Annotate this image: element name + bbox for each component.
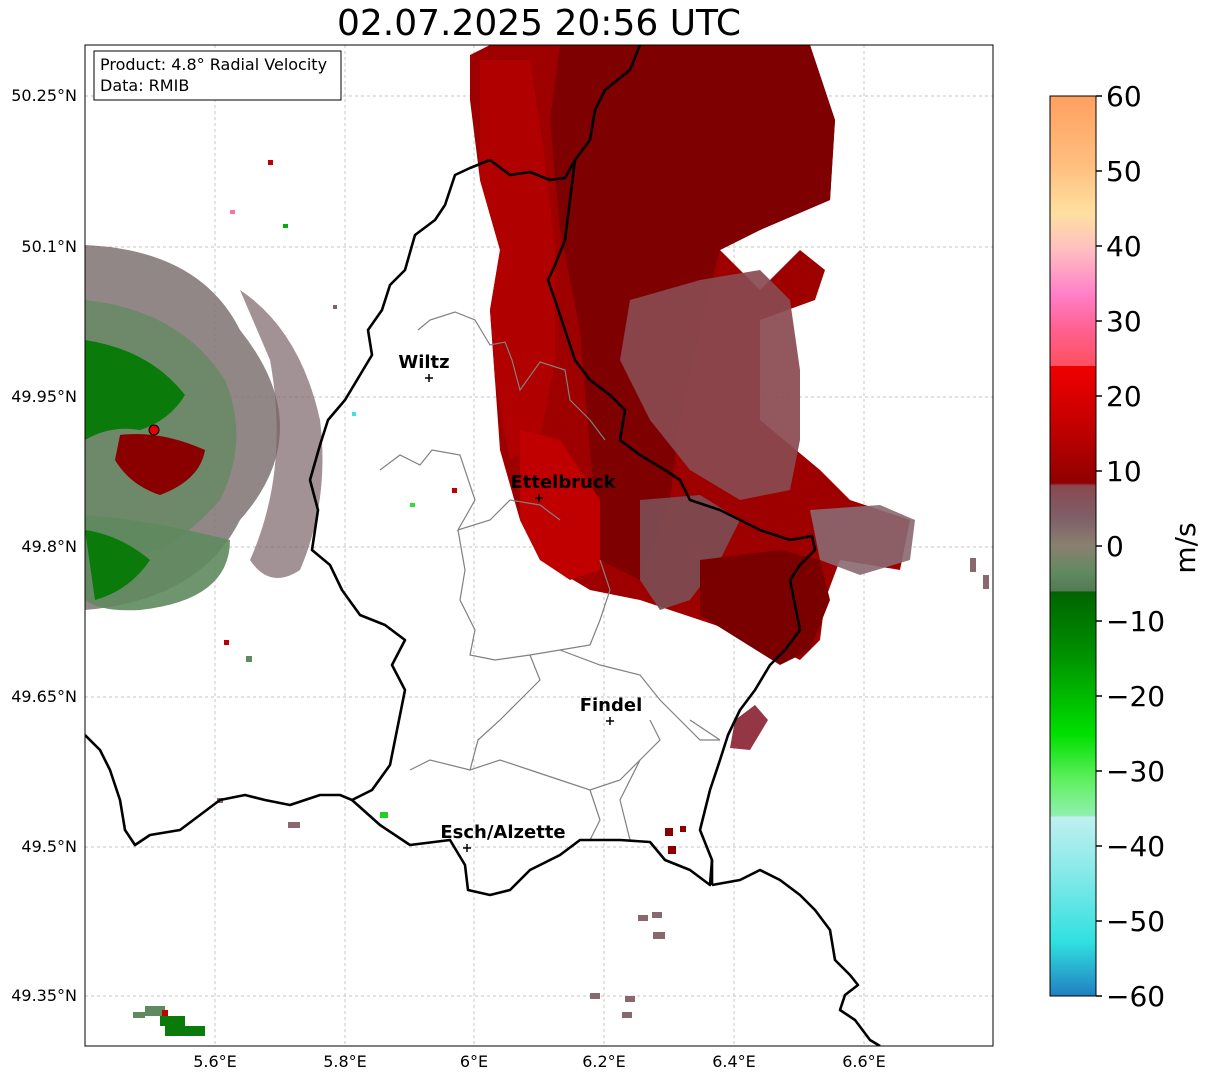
colorbar-tick-label: −30 (1106, 755, 1165, 788)
lat-tick: 50.1°N (21, 237, 77, 256)
map-title: 02.07.2025 20:56 UTC (336, 3, 742, 44)
info-data-source: Data: RMIB (100, 76, 189, 95)
colorbar-tick-label: 60 (1106, 80, 1142, 113)
radar-site-marker (148, 424, 160, 436)
city-label: Findel (580, 695, 643, 716)
city-marker-findel: Findel (580, 695, 643, 725)
colorbar-tick-label: 10 (1106, 455, 1142, 488)
colorbar-unit-label: m/s (1169, 522, 1202, 573)
lat-tick: 50.25°N (11, 86, 77, 105)
colorbar-tick-label: 40 (1106, 230, 1142, 263)
lat-tick: 49.65°N (11, 687, 77, 706)
info-product: Product: 4.8° Radial Velocity (100, 55, 327, 74)
city-marker-ettelbruck: Ettelbruck (510, 472, 617, 502)
lat-tick: 49.5°N (21, 837, 77, 856)
colorbar-ticks: 60 50 40 30 20 10 0 −10 −20 −30 −40 −50 … (1096, 80, 1165, 1013)
colorbar-tick-label: −20 (1106, 680, 1165, 713)
lon-tick: 6.2°E (582, 1052, 626, 1071)
colorbar-tick-label: −60 (1106, 980, 1165, 1013)
lon-tick: 6°E (460, 1052, 488, 1071)
canton-boundaries (379, 311, 721, 841)
velocity-echoes (470, 45, 915, 750)
city-label: Wiltz (398, 352, 449, 373)
lat-tick-labels: 50.25°N 50.1°N 49.95°N 49.8°N 49.65°N 49… (11, 86, 77, 1005)
city-marker-wiltz: Wiltz (398, 352, 450, 382)
radar-clutter-west (85, 245, 323, 611)
radar-map: Wiltz Ettelbruck Findel Esch/Alzette Pro… (11, 44, 994, 1071)
lon-tick: 5.6°E (193, 1052, 237, 1071)
lon-tick-labels: 5.6°E 5.8°E 6°E 6.2°E 6.4°E 6.6°E (193, 1052, 886, 1071)
lat-tick: 49.95°N (11, 387, 77, 406)
lon-tick: 5.8°E (323, 1052, 367, 1071)
colorbar-tick-label: 0 (1106, 530, 1124, 563)
colorbar-scale (1049, 95, 1097, 997)
colorbar-tick-label: 30 (1106, 305, 1142, 338)
city-label: Esch/Alzette (440, 822, 565, 843)
lat-tick: 49.8°N (21, 537, 77, 556)
colorbar-tick-label: 50 (1106, 155, 1142, 188)
colorbar-tick-label: −50 (1106, 905, 1165, 938)
city-label: Ettelbruck (510, 472, 616, 493)
country-borders (85, 45, 881, 1046)
lat-tick: 49.35°N (11, 986, 77, 1005)
scattered-echoes (133, 160, 989, 1036)
lon-tick: 6.6°E (842, 1052, 886, 1071)
colorbar-tick-label: 20 (1106, 380, 1142, 413)
colorbar-tick-label: −10 (1106, 605, 1165, 638)
city-marker-esch-alzette: Esch/Alzette (440, 822, 566, 852)
lon-tick: 6.4°E (712, 1052, 756, 1071)
colorbar-tick-label: −40 (1106, 830, 1165, 863)
plot-frame (84, 44, 994, 1047)
info-box: Product: 4.8° Radial Velocity Data: RMIB (93, 50, 342, 101)
